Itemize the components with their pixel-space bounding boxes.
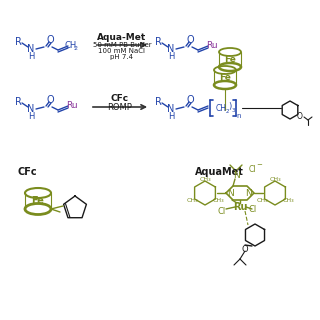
Text: CH: CH bbox=[65, 41, 77, 50]
Text: CH₃: CH₃ bbox=[199, 177, 211, 181]
Text: Aqua-Met: Aqua-Met bbox=[97, 33, 147, 42]
Text: H: H bbox=[168, 52, 174, 60]
Text: CFc: CFc bbox=[18, 167, 38, 177]
Text: ): ) bbox=[228, 101, 232, 110]
Text: CH: CH bbox=[215, 103, 227, 113]
Text: CFc: CFc bbox=[111, 93, 129, 102]
Text: N: N bbox=[167, 104, 175, 114]
Text: Ru: Ru bbox=[233, 202, 247, 212]
Text: Cl: Cl bbox=[218, 206, 226, 215]
Text: CH₃: CH₃ bbox=[186, 197, 198, 203]
Text: Fe: Fe bbox=[219, 73, 231, 82]
Text: 2: 2 bbox=[74, 45, 78, 51]
Text: CH₃: CH₃ bbox=[256, 197, 268, 203]
Text: H: H bbox=[28, 111, 34, 121]
Text: H: H bbox=[168, 111, 174, 121]
Text: Cl: Cl bbox=[248, 164, 256, 173]
Text: N: N bbox=[233, 171, 239, 180]
Text: O: O bbox=[186, 95, 194, 105]
Text: H: H bbox=[28, 52, 34, 60]
Text: Ru: Ru bbox=[206, 41, 218, 50]
Text: 2: 2 bbox=[225, 108, 229, 114]
Text: CH₃: CH₃ bbox=[282, 197, 294, 203]
Text: R: R bbox=[15, 37, 21, 47]
Text: R: R bbox=[155, 97, 161, 107]
Text: R: R bbox=[15, 97, 21, 107]
Text: 3: 3 bbox=[231, 108, 235, 113]
Text: R: R bbox=[155, 37, 161, 47]
Text: N: N bbox=[246, 188, 252, 197]
Text: O: O bbox=[46, 35, 54, 45]
Text: ROMP: ROMP bbox=[108, 102, 132, 111]
Text: CH₃: CH₃ bbox=[269, 177, 281, 181]
Text: 50 mM PB Buffer: 50 mM PB Buffer bbox=[93, 42, 151, 48]
Text: N: N bbox=[167, 44, 175, 54]
Text: O: O bbox=[46, 95, 54, 105]
Text: N: N bbox=[27, 104, 35, 114]
Text: −: − bbox=[256, 162, 262, 168]
Text: Fe: Fe bbox=[32, 196, 44, 206]
Text: 100 mM NaCl: 100 mM NaCl bbox=[99, 48, 146, 54]
Text: O: O bbox=[186, 35, 194, 45]
Text: Fe: Fe bbox=[224, 54, 236, 63]
Text: O: O bbox=[297, 111, 303, 121]
Text: pH 7.4: pH 7.4 bbox=[110, 54, 133, 60]
Text: O: O bbox=[242, 244, 248, 253]
Text: n: n bbox=[237, 113, 241, 119]
Text: AquaMet: AquaMet bbox=[195, 167, 244, 177]
Text: N: N bbox=[228, 188, 234, 197]
Text: Ru: Ru bbox=[66, 100, 78, 109]
Text: N: N bbox=[27, 44, 35, 54]
Text: Cl: Cl bbox=[249, 204, 257, 213]
Text: CH₃: CH₃ bbox=[212, 197, 224, 203]
